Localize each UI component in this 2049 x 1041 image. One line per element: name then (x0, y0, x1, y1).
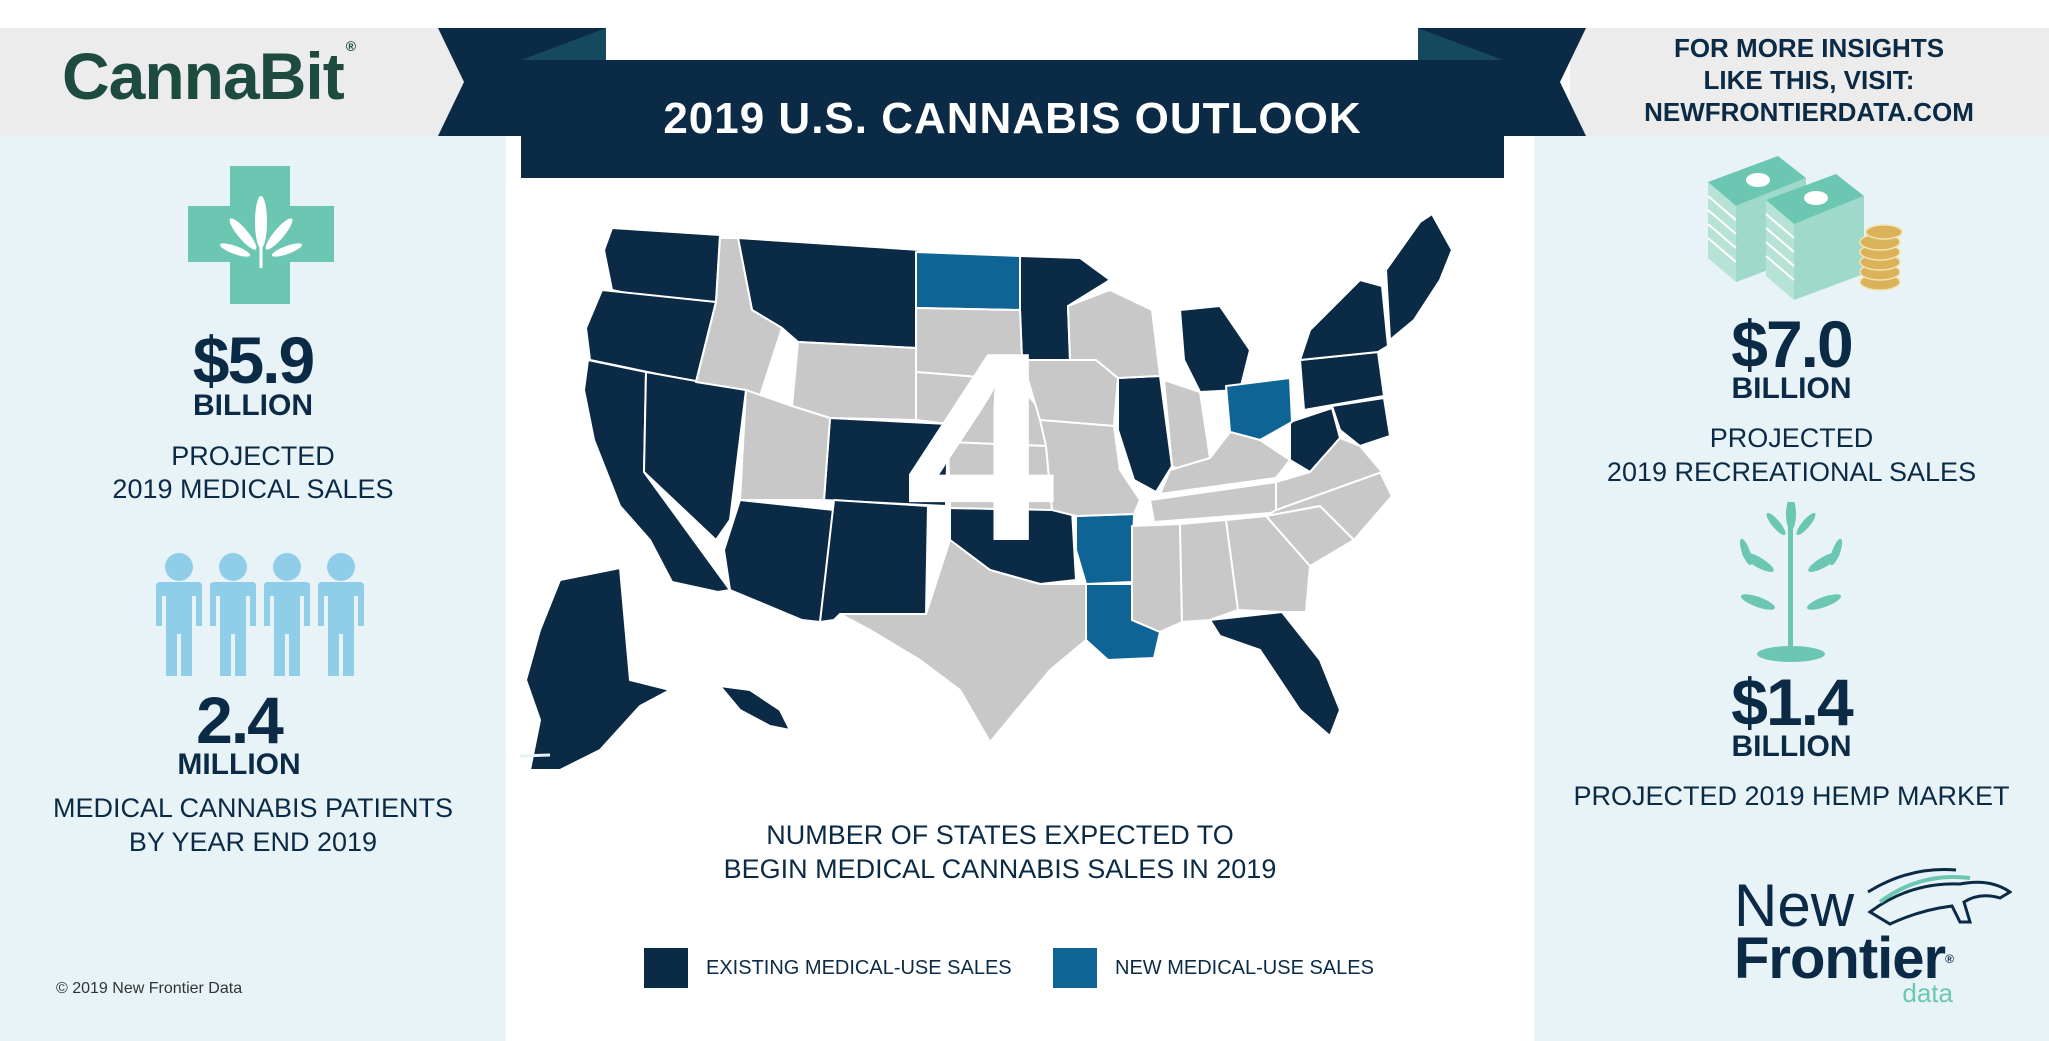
state-wyoming (791, 341, 917, 421)
patients-unit: MILLION (177, 748, 301, 781)
header-left-band (0, 28, 470, 136)
state-utah (739, 389, 831, 501)
hemp-market-amount: $1.4 (1731, 665, 1853, 739)
patients-label-1: MEDICAL CANNABIS PATIENTS (52, 793, 454, 823)
brand-name: CannaBit (62, 39, 345, 113)
state-indiana (1163, 379, 1211, 471)
money-stack-icon (1707, 156, 1903, 300)
medical-sales-amount: $5.9 (192, 323, 315, 397)
state-texas (839, 539, 1087, 743)
state-ohio (1225, 377, 1293, 441)
copyright: © 2019 New Frontier Data (56, 980, 243, 997)
states-count: 4 (904, 297, 1056, 598)
medical-sales-label-1: PROJECTED (171, 441, 335, 471)
map-caption-line-2: BEGIN MEDICAL CANNABIS SALES IN 2019 (723, 854, 1277, 884)
medical-sales-label-2: 2019 MEDICAL SALES (112, 474, 394, 504)
map-caption-line-1: NUMBER OF STATES EXPECTED TO (766, 820, 1234, 850)
state-virginia (1275, 437, 1383, 511)
people-icon (156, 553, 364, 676)
us-map (520, 213, 1453, 770)
state-mississippi (1131, 523, 1183, 633)
state-alabama (1179, 519, 1239, 623)
legend-swatch-existing (644, 948, 688, 988)
state-hawaii (719, 685, 791, 731)
recreational-sales-unit: BILLION (1731, 372, 1852, 405)
state-florida (1209, 611, 1341, 737)
logo-registered-mark: ® (1945, 952, 1954, 966)
state-illinois (1117, 375, 1173, 493)
legend-swatch-new (1053, 948, 1097, 988)
state-kentucky (1159, 431, 1291, 495)
visit-line-1: FOR MORE INSIGHTS (1673, 33, 1945, 63)
header-right-band (1570, 28, 2049, 136)
hemp-market-label: PROJECTED 2019 HEMP MARKET (1573, 781, 2010, 811)
hemp-market-unit: BILLION (1731, 730, 1852, 763)
state-washington (603, 227, 721, 303)
visit-link[interactable]: FOR MORE INSIGHTS LIKE THIS, VISIT: NEWF… (1604, 32, 2014, 128)
patients-amount: 2.4 (196, 683, 284, 757)
legend-label-new: NEW MEDICAL-USE SALES (1115, 956, 1374, 979)
legend-existing: EXISTING MEDICAL-USE SALES (644, 948, 1012, 988)
legend-new: NEW MEDICAL-USE SALES (1053, 948, 1374, 988)
logo-new: New (1734, 872, 1855, 939)
hemp-plant-icon (1739, 502, 1843, 662)
state-michigan (1179, 305, 1251, 393)
recreational-sales-label-1: PROJECTED (1709, 423, 1874, 453)
state-missouri (1039, 419, 1141, 517)
state-wisconsin (1067, 289, 1161, 379)
brand-registered-mark: ® (345, 38, 356, 54)
visit-url: NEWFRONTIERDATA.COM (1644, 97, 1974, 127)
map-caption: NUMBER OF STATES EXPECTED TO BEGIN MEDIC… (620, 818, 1380, 886)
state-arkansas (1075, 513, 1135, 585)
patients-label-2: BY YEAR END 2019 (128, 827, 378, 857)
cannabit-logo[interactable]: CannaBit ® (62, 38, 356, 114)
logo-data: data (1902, 978, 1953, 1008)
logo-frontier: Frontier (1734, 926, 1946, 991)
state-south-dakota (915, 307, 1023, 381)
new-frontier-logo[interactable]: New Frontier® data (1734, 872, 1954, 1009)
horse-logo-icon (1867, 868, 2012, 926)
recreational-sales-label-2: 2019 RECREATIONAL SALES (1606, 457, 1977, 487)
medical-cross-leaf-icon (188, 166, 334, 304)
visit-line-2: LIKE THIS, VISIT: (1703, 65, 1915, 95)
state-alaska (525, 567, 671, 770)
state-maryland-delaware-nj (1331, 397, 1391, 447)
state-new-york (1299, 279, 1389, 361)
legend-label-existing: EXISTING MEDICAL-USE SALES (706, 956, 1012, 979)
page-title: 2019 U.S. CANNABIS OUTLOOK (521, 60, 1504, 178)
recreational-sales-amount: $7.0 (1731, 307, 1853, 381)
state-new-england (1385, 213, 1453, 341)
state-arizona (723, 499, 835, 623)
medical-sales-unit: BILLION (193, 389, 313, 422)
